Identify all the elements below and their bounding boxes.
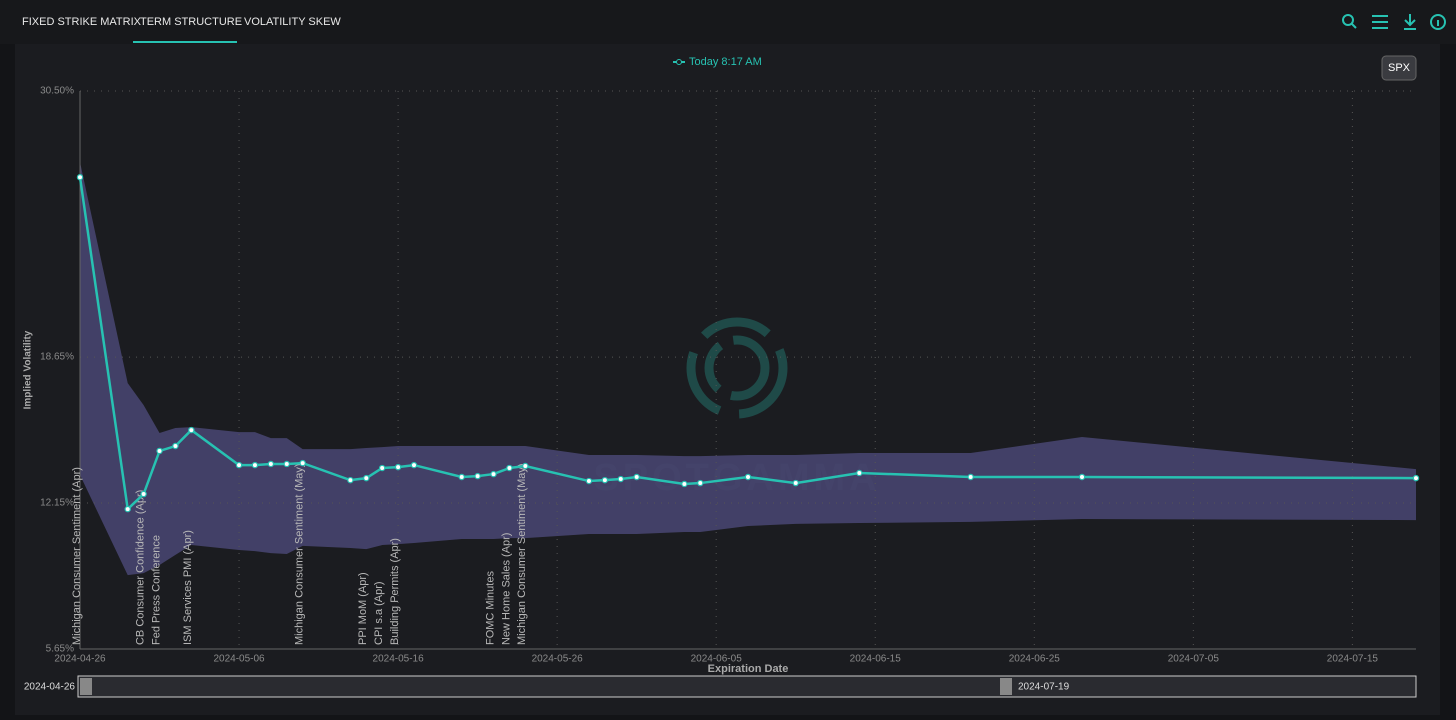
- data-point: [363, 474, 370, 482]
- data-point: [681, 480, 688, 488]
- data-point: [188, 426, 195, 434]
- y-tick-label: 5.65%: [46, 644, 74, 655]
- data-point: [1412, 474, 1420, 482]
- data-point: [410, 461, 418, 469]
- event-annotation: CPI s.a (Apr): [373, 581, 385, 645]
- event-annotation: Building Permits (Apr): [389, 538, 401, 645]
- data-point: [617, 475, 624, 483]
- range-band: [80, 162, 1416, 576]
- x-tick-label: 2024-06-15: [850, 654, 902, 665]
- y-tick-label: 18.65%: [40, 352, 74, 363]
- data-point: [490, 470, 497, 478]
- event-annotation: Michigan Consumer Sentiment (Apr): [71, 467, 83, 645]
- data-point: [172, 442, 179, 450]
- x-tick-label: 2024-05-16: [373, 654, 425, 665]
- y-tick-label: 12.15%: [40, 498, 74, 509]
- y-tick-label: 30.50%: [40, 86, 74, 97]
- zoom-icon[interactable]: [1342, 14, 1357, 29]
- event-annotation: New Home Sales (Apr): [500, 533, 512, 645]
- data-point: [235, 461, 243, 469]
- x-tick-label: 2024-04-26: [54, 654, 106, 665]
- data-point: [347, 476, 354, 484]
- event-annotation: CB Consumer Confidence (Apr): [135, 490, 147, 645]
- range-slider[interactable]: [77, 675, 1417, 698]
- settings-icon[interactable]: [1372, 15, 1388, 29]
- slider-handle[interactable]: [80, 678, 92, 695]
- y-axis-title: Implied Volatility: [23, 330, 34, 409]
- data-point: [506, 464, 513, 472]
- tab[interactable]: FIXED STRIKE MATRIX: [22, 16, 142, 28]
- data-point: [633, 473, 640, 481]
- data-point: [156, 447, 163, 455]
- data-point: [601, 476, 609, 484]
- data-point: [299, 459, 306, 467]
- data-point: [251, 461, 259, 469]
- x-tick-label: 2024-05-06: [213, 654, 265, 665]
- data-point: [458, 473, 465, 481]
- x-tick-label: 2024-07-15: [1327, 654, 1379, 665]
- slider-end-label: 2024-07-19: [1018, 682, 1070, 693]
- chart-panel: [15, 44, 1440, 715]
- event-annotation: Michigan Consumer Sentiment (May): [294, 463, 306, 645]
- header-bar: [0, 0, 1456, 44]
- logo-ring: [704, 335, 770, 401]
- event-annotation: FOMC Minutes: [484, 571, 496, 645]
- data-point: [697, 479, 704, 487]
- data-point: [792, 479, 799, 487]
- data-point: [267, 460, 275, 468]
- tab[interactable]: TERM STRUCTURE: [140, 16, 242, 28]
- data-point: [744, 473, 752, 481]
- data-point: [76, 174, 84, 181]
- x-axis-title: Expiration Date: [708, 663, 789, 675]
- legend-swatch: [676, 59, 682, 65]
- data-point: [522, 462, 529, 470]
- watermark-logo: [686, 317, 788, 419]
- symbol-button[interactable]: [1381, 55, 1417, 81]
- data-point: [585, 477, 593, 485]
- event-annotation: ISM Services PMI (Apr): [182, 530, 194, 645]
- data-point: [967, 473, 974, 481]
- data-point: [856, 469, 863, 477]
- logo-ring: [686, 317, 788, 419]
- x-tick-label: 2024-06-05: [691, 654, 743, 665]
- slider-handle[interactable]: [1000, 678, 1012, 695]
- event-annotation: Fed Press Conference: [150, 535, 162, 645]
- data-point: [140, 490, 147, 498]
- x-tick-label: 2024-05-26: [532, 654, 584, 665]
- toolbar-icons: [1342, 14, 1446, 30]
- x-tick-label: 2024-06-25: [1009, 654, 1061, 665]
- event-annotation: Michigan Consumer Sentiment (May): [516, 463, 528, 645]
- data-point: [283, 460, 290, 468]
- data-point: [474, 472, 481, 480]
- data-point: [1078, 473, 1086, 481]
- tab[interactable]: VOLATILITY SKEW: [244, 16, 341, 28]
- data-point: [124, 505, 131, 513]
- x-tick-label: 2024-07-05: [1168, 654, 1220, 665]
- active-tab-underline: [133, 41, 237, 43]
- data-point: [378, 464, 386, 472]
- event-annotation: PPI MoM (Apr): [357, 572, 369, 645]
- symbol-button-label[interactable]: SPX: [1388, 62, 1411, 74]
- legend-label: Today 8:17 AM: [689, 56, 762, 68]
- data-point: [394, 463, 402, 471]
- download-icon[interactable]: [1404, 14, 1416, 30]
- info-icon[interactable]: [1430, 14, 1446, 30]
- slider-start-label: 2024-04-26: [24, 682, 76, 693]
